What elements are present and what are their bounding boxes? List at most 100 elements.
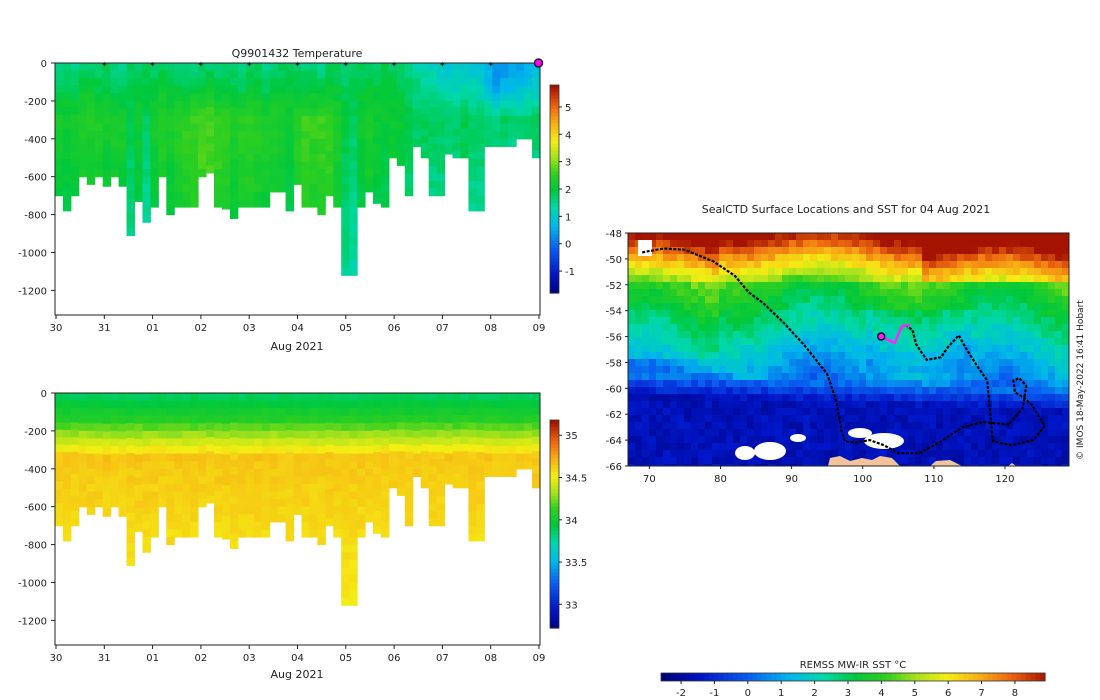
- sst-cell: [859, 289, 867, 297]
- profile-cell: [293, 491, 302, 500]
- sst-cell: [950, 345, 958, 353]
- sst-cell: [698, 261, 706, 269]
- sst-cell: [929, 254, 937, 262]
- sst-cell: [642, 338, 650, 346]
- sst-cell: [1055, 457, 1063, 465]
- sst-cell: [698, 401, 706, 409]
- profile-cell: [55, 415, 64, 424]
- sst-cell: [880, 303, 888, 311]
- profile-cell: [182, 393, 191, 402]
- profile-cell: [190, 400, 199, 409]
- sst-cell: [684, 310, 692, 318]
- profile-cell: [102, 393, 112, 402]
- profile-cell: [341, 116, 350, 125]
- colorbar-segment: [550, 537, 559, 542]
- sst-cell: [971, 366, 979, 374]
- sst-cell: [768, 408, 776, 416]
- profile-cell: [70, 121, 80, 130]
- profile-cell: [349, 552, 358, 561]
- profile-cell: [341, 597, 350, 606]
- colorbar-segment: [550, 272, 559, 277]
- sst-cell: [817, 443, 825, 451]
- sst-cell: [929, 394, 937, 402]
- profile-cell: [269, 131, 279, 140]
- profile-cell: [380, 108, 390, 117]
- sst-cell: [845, 373, 853, 381]
- profile-cell: [158, 423, 167, 432]
- profile-cell: [452, 135, 461, 144]
- x-tick-label: 05: [339, 323, 352, 334]
- colorbar-segment: [968, 673, 974, 681]
- sst-cell: [817, 394, 825, 402]
- profile-cell: [341, 267, 350, 276]
- profile-cell: [285, 151, 295, 160]
- profile-cell: [380, 438, 390, 447]
- profile-cell: [325, 474, 334, 483]
- sst-cell: [768, 282, 776, 290]
- profile-cell: [317, 537, 326, 546]
- sst-cell: [1048, 366, 1056, 374]
- temperature-title: Q9901432 Temperature: [232, 47, 363, 60]
- profile-cell: [198, 153, 207, 163]
- profile-cell: [229, 540, 239, 549]
- sst-cell: [866, 289, 874, 297]
- sst-cell: [873, 233, 881, 241]
- sst-cell: [887, 352, 895, 360]
- profile-cell: [150, 78, 159, 87]
- sst-cell: [712, 464, 720, 466]
- temperature-cells: [55, 63, 540, 276]
- sst-cell: [859, 394, 867, 402]
- sst-cell: [901, 303, 909, 311]
- profile-cell: [476, 159, 485, 168]
- sst-cell: [838, 345, 846, 353]
- profile-cell: [269, 116, 279, 125]
- profile-cell: [78, 499, 88, 508]
- sst-cell: [971, 331, 979, 339]
- sst-cell: [761, 352, 769, 360]
- sst-cell: [1020, 331, 1028, 339]
- sst-cell: [733, 296, 741, 304]
- sst-cell: [901, 275, 909, 283]
- profile-cell: [396, 422, 406, 431]
- sst-cell: [803, 289, 811, 297]
- profile-cell: [492, 423, 501, 432]
- sst-colorbar-ticks: -2 -1 0 1 2 3 4 5 6 7 8: [676, 681, 1018, 699]
- profile-cell: [524, 423, 533, 432]
- profile-cell: [452, 150, 461, 159]
- colorbar-segment: [757, 673, 763, 681]
- ice-patch: [790, 434, 806, 442]
- profile-cell: [333, 491, 342, 500]
- profile-cell: [174, 199, 183, 208]
- sst-cell: [1055, 443, 1063, 451]
- profile-cell: [182, 176, 191, 185]
- profile-cell: [325, 407, 334, 416]
- sst-cell: [1062, 240, 1069, 248]
- sst-cell: [726, 331, 734, 339]
- sst-cell: [831, 359, 839, 367]
- sst-cell: [971, 254, 979, 262]
- profile-cell: [206, 495, 215, 504]
- sst-cell: [1020, 366, 1028, 374]
- sst-cell: [1027, 359, 1035, 367]
- sst-cell: [1013, 338, 1021, 346]
- profile-cell: [198, 461, 207, 470]
- sst-cell: [712, 261, 720, 269]
- colorbar-segment: [843, 673, 849, 681]
- salinity-colorbar-frame: [549, 419, 560, 629]
- sst-cell: [768, 436, 776, 444]
- profile-cell: [110, 70, 120, 79]
- profile-cell: [388, 92, 398, 101]
- profile-cell: [484, 446, 493, 455]
- profile-cell: [293, 438, 302, 447]
- sst-cell: [747, 366, 755, 374]
- sst-cell: [1034, 415, 1042, 423]
- sst-cell: [705, 373, 713, 381]
- sst-cell: [754, 415, 762, 423]
- sst-cell: [796, 380, 804, 388]
- sst-cell: [866, 331, 874, 339]
- profile-cell: [452, 128, 461, 137]
- profile-cell: [468, 429, 477, 438]
- lon-tick-label: 80: [714, 474, 727, 485]
- sst-cell: [950, 394, 958, 402]
